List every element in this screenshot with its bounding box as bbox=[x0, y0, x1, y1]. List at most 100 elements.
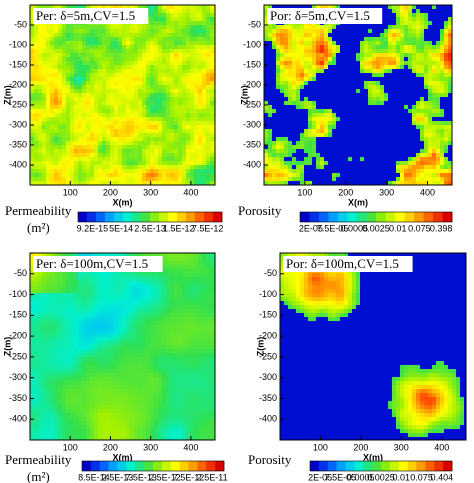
field-cell bbox=[320, 93, 325, 98]
field-cell bbox=[58, 149, 63, 154]
field-cell bbox=[62, 109, 67, 114]
field-cell bbox=[312, 41, 317, 46]
field-cell bbox=[276, 137, 281, 142]
field-cell bbox=[332, 125, 337, 130]
field-cell bbox=[272, 105, 277, 110]
field-cell bbox=[428, 61, 433, 66]
field-cell bbox=[308, 97, 313, 102]
field-cell bbox=[276, 125, 281, 130]
field-cell bbox=[324, 85, 329, 90]
field-cell bbox=[190, 137, 195, 142]
field-cell bbox=[162, 277, 167, 282]
field-cell bbox=[308, 53, 313, 58]
field-cell bbox=[444, 149, 449, 154]
field-cell bbox=[154, 29, 159, 34]
field-cell bbox=[158, 89, 163, 94]
field-cell bbox=[272, 125, 277, 130]
field-cell bbox=[376, 129, 381, 134]
field-cell bbox=[202, 165, 207, 170]
field-cell bbox=[62, 33, 67, 38]
field-cell bbox=[86, 25, 91, 30]
field-cell bbox=[42, 89, 47, 94]
field-cell bbox=[130, 145, 135, 150]
field-cell bbox=[304, 137, 309, 142]
field-cell bbox=[90, 101, 95, 106]
field-cell bbox=[440, 97, 445, 102]
field-cell bbox=[58, 105, 63, 110]
field-cell bbox=[436, 161, 441, 166]
field-cell bbox=[388, 153, 393, 158]
field-cell bbox=[206, 77, 211, 82]
field-cell bbox=[66, 97, 71, 102]
field-cell bbox=[332, 29, 337, 34]
field-cell bbox=[146, 281, 151, 286]
field-cell bbox=[138, 37, 143, 42]
field-cell bbox=[376, 85, 381, 90]
field-cell bbox=[284, 81, 289, 86]
field-cell bbox=[170, 33, 175, 38]
field-cell bbox=[296, 141, 301, 146]
field-cell bbox=[424, 157, 429, 162]
field-cell bbox=[428, 89, 433, 94]
field-cell bbox=[174, 17, 179, 22]
field-cell bbox=[170, 89, 175, 94]
field-cell bbox=[50, 277, 55, 282]
field-cell bbox=[340, 81, 345, 86]
field-cell bbox=[46, 285, 51, 290]
field-cell bbox=[300, 169, 305, 174]
field-cell bbox=[292, 117, 297, 122]
field-cell bbox=[210, 49, 215, 54]
field-cell bbox=[42, 141, 47, 146]
field-cell bbox=[54, 285, 59, 290]
field-cell bbox=[46, 145, 51, 150]
field-cell bbox=[332, 157, 337, 162]
field-cell bbox=[444, 125, 449, 130]
field-cell bbox=[94, 305, 99, 310]
field-cell bbox=[412, 129, 417, 134]
field-cell bbox=[138, 293, 143, 298]
field-cell bbox=[102, 121, 107, 126]
field-cell bbox=[384, 141, 389, 146]
field-cell bbox=[264, 29, 269, 34]
field-cell bbox=[368, 137, 373, 142]
field-cell bbox=[174, 253, 179, 258]
field-cell bbox=[150, 29, 155, 34]
field-cell bbox=[50, 173, 55, 178]
field-cell bbox=[360, 97, 365, 102]
field-cell bbox=[162, 65, 167, 70]
field-cell bbox=[392, 93, 397, 98]
field-cell bbox=[316, 25, 321, 30]
field-cell bbox=[102, 97, 107, 102]
field-cell bbox=[336, 161, 341, 166]
field-cell bbox=[368, 145, 373, 150]
field-cell bbox=[78, 289, 83, 294]
field-cell bbox=[178, 97, 183, 102]
field-cell bbox=[90, 293, 95, 298]
field-cell bbox=[288, 141, 293, 146]
field-cell bbox=[30, 293, 35, 298]
field-cell bbox=[198, 21, 203, 26]
field-cell bbox=[376, 161, 381, 166]
field-cell bbox=[416, 69, 421, 74]
field-cell bbox=[102, 93, 107, 98]
field-cell bbox=[392, 9, 397, 14]
field-cell bbox=[66, 33, 71, 38]
field-cell bbox=[146, 161, 151, 166]
field-cell bbox=[440, 105, 445, 110]
colorbar-cell bbox=[433, 212, 443, 222]
field-cell bbox=[174, 89, 179, 94]
field-cell bbox=[42, 125, 47, 130]
field-cell bbox=[280, 181, 285, 186]
field-cell bbox=[102, 153, 107, 158]
field-cell bbox=[174, 161, 179, 166]
field-cell bbox=[182, 65, 187, 70]
field-cell bbox=[344, 25, 349, 30]
field-cell bbox=[440, 173, 445, 178]
field-cell bbox=[340, 169, 345, 174]
field-cell bbox=[360, 129, 365, 134]
field-cell bbox=[58, 93, 63, 98]
field-cell bbox=[440, 145, 445, 150]
field-cell bbox=[90, 121, 95, 126]
field-cell bbox=[58, 5, 63, 10]
field-cell bbox=[174, 125, 179, 130]
